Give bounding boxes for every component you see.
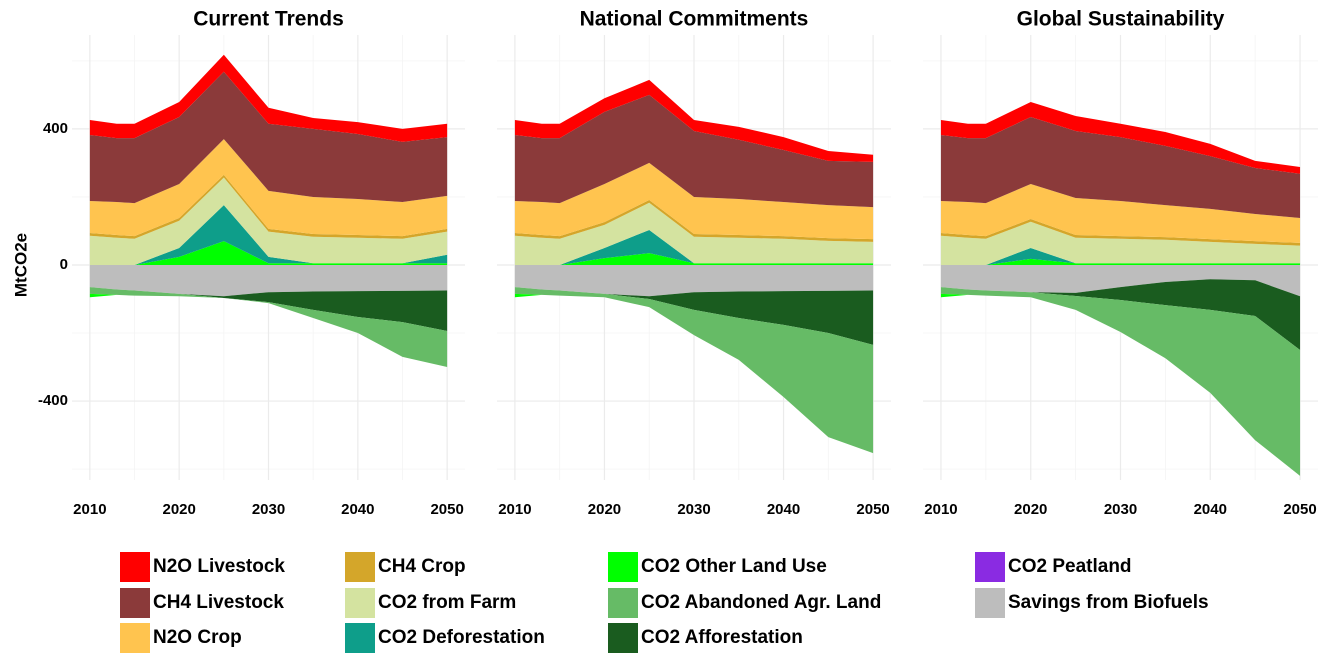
area [940,264,1301,297]
x-tick-label: 2030 [1104,501,1137,518]
area [514,200,874,242]
x-tick-label: 2050 [430,501,463,518]
legend-swatch [975,552,1005,582]
x-tick-label: 2040 [1194,501,1227,518]
x-tick-label: 2010 [924,501,957,518]
area [89,287,448,368]
legend-label: CO2 from Farm [378,592,516,613]
legend-label: CO2 Abandoned Agr. Land [641,592,881,613]
area [940,184,1301,243]
area [514,94,874,208]
x-tick-label: 2050 [1283,501,1316,518]
legend-label: CH4 Livestock [153,592,284,613]
x-tick-label: 2020 [162,501,195,518]
y-tick-label: 400 [43,120,68,137]
area [514,287,874,345]
x-tick-label: 2010 [498,501,531,518]
area [514,229,874,265]
area [89,177,448,265]
area [940,116,1301,219]
y-tick-label: 0 [60,256,68,273]
area [514,264,874,297]
legend-swatch [608,588,638,618]
legend-swatch [120,623,150,653]
area [940,221,1301,265]
y-axis-label: MtCO2e [11,233,30,297]
area [89,241,448,265]
area [89,287,448,331]
legend-label: N2O Livestock [153,556,285,577]
legend-label: CO2 Other Land Use [641,556,827,577]
area [940,279,1301,351]
legend-swatch [120,588,150,618]
x-tick-label: 2040 [341,501,374,518]
area [89,139,448,237]
x-tick-label: 2020 [588,501,621,518]
legend-swatch [975,588,1005,618]
legend-swatch [608,623,638,653]
legend-swatch [345,623,375,653]
legend-swatch [345,588,375,618]
legend-swatch [120,552,150,582]
legend-label: N2O Crop [153,627,242,648]
y-tick-label: -400 [38,392,68,409]
area [940,287,1301,476]
x-tick-label: 2040 [767,501,800,518]
area [940,219,1301,246]
legend-label: Savings from Biofuels [1008,592,1209,613]
area [514,202,874,265]
area [940,247,1301,265]
area [89,205,448,265]
area [514,79,874,162]
legend-label: CO2 Deforestation [378,627,545,648]
area [940,102,1301,174]
legend-swatch [608,552,638,582]
legend-label: CO2 Afforestation [641,627,803,648]
x-tick-label: 2020 [1014,501,1047,518]
area [940,258,1301,265]
x-tick-label: 2050 [856,501,889,518]
area [89,54,448,142]
area [89,71,448,204]
x-tick-label: 2010 [73,501,106,518]
x-tick-label: 2030 [677,501,710,518]
area [514,253,874,265]
legend-swatch [345,552,375,582]
area [89,264,448,297]
panel-title: National Commitments [580,8,809,31]
panel-title: Global Sustainability [1017,8,1225,31]
legend-label: CH4 Crop [378,556,466,577]
legend-label: CO2 Peatland [1008,556,1132,577]
panel-title: Current Trends [193,8,344,31]
area [514,162,874,240]
x-tick-label: 2030 [252,501,285,518]
area [514,287,874,454]
